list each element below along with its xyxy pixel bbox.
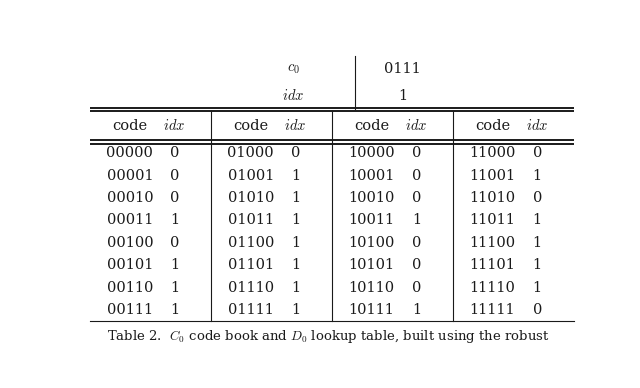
Text: 00000: 00000 — [106, 146, 153, 160]
Text: 00111: 00111 — [107, 303, 153, 317]
Text: 00011: 00011 — [107, 213, 153, 227]
Text: 0: 0 — [412, 146, 421, 160]
Text: 1: 1 — [532, 236, 542, 250]
Text: 00100: 00100 — [106, 236, 153, 250]
Text: 01101: 01101 — [228, 258, 274, 272]
Text: $idx$: $idx$ — [405, 118, 428, 133]
Text: 10100: 10100 — [348, 236, 395, 250]
Text: 1: 1 — [291, 191, 300, 205]
Text: 1: 1 — [291, 236, 300, 250]
Text: 0: 0 — [412, 168, 421, 182]
Text: 1: 1 — [532, 281, 542, 295]
Text: 00001: 00001 — [106, 168, 153, 182]
Text: 01011: 01011 — [228, 213, 274, 227]
Text: 11100: 11100 — [470, 236, 516, 250]
Text: 10001: 10001 — [348, 168, 395, 182]
Text: $idx$: $idx$ — [282, 88, 305, 103]
Text: 01001: 01001 — [228, 168, 274, 182]
Text: 10110: 10110 — [349, 281, 395, 295]
Text: 0: 0 — [412, 281, 421, 295]
Text: 01100: 01100 — [228, 236, 274, 250]
Text: code: code — [354, 119, 389, 133]
Text: 11000: 11000 — [469, 146, 516, 160]
Text: 11001: 11001 — [470, 168, 516, 182]
Text: 1: 1 — [291, 168, 300, 182]
Text: 1: 1 — [291, 281, 300, 295]
Text: 11011: 11011 — [470, 213, 515, 227]
Text: 1: 1 — [412, 303, 421, 317]
Text: 10101: 10101 — [349, 258, 395, 272]
Text: 1: 1 — [532, 258, 542, 272]
Text: 1: 1 — [291, 213, 300, 227]
Text: 10000: 10000 — [348, 146, 395, 160]
Text: 0: 0 — [170, 146, 179, 160]
Text: $idx$: $idx$ — [526, 118, 548, 133]
Text: 0: 0 — [170, 168, 179, 182]
Text: 1: 1 — [170, 258, 179, 272]
Text: 10010: 10010 — [348, 191, 395, 205]
Text: 00110: 00110 — [107, 281, 153, 295]
Text: 1: 1 — [170, 281, 179, 295]
Text: 0: 0 — [412, 258, 421, 272]
Text: 11111: 11111 — [470, 303, 515, 317]
Text: 1: 1 — [170, 303, 179, 317]
Text: Table 2.  $C_0$ code book and $D_0$ lookup table, built using the robust: Table 2. $C_0$ code book and $D_0$ looku… — [107, 328, 549, 345]
Text: 1: 1 — [532, 213, 542, 227]
Text: code: code — [233, 119, 268, 133]
Text: 1: 1 — [412, 213, 421, 227]
Text: 11110: 11110 — [470, 281, 515, 295]
Text: 01111: 01111 — [228, 303, 274, 317]
Text: $idx$: $idx$ — [163, 118, 186, 133]
Text: 0: 0 — [170, 236, 179, 250]
Text: 11101: 11101 — [470, 258, 515, 272]
Text: 0111: 0111 — [384, 62, 420, 76]
Text: 01000: 01000 — [227, 146, 274, 160]
Text: 01110: 01110 — [228, 281, 274, 295]
Text: 10111: 10111 — [349, 303, 394, 317]
Text: 1: 1 — [291, 303, 300, 317]
Text: 1: 1 — [170, 213, 179, 227]
Text: 0: 0 — [532, 303, 542, 317]
Text: 0: 0 — [412, 236, 421, 250]
Text: $c_0$: $c_0$ — [287, 62, 300, 76]
Text: 00101: 00101 — [107, 258, 153, 272]
Text: 1: 1 — [532, 168, 542, 182]
Text: 0: 0 — [532, 191, 542, 205]
Text: 10011: 10011 — [349, 213, 395, 227]
Text: 0: 0 — [170, 191, 179, 205]
Text: 1: 1 — [398, 89, 407, 103]
Text: 0: 0 — [532, 146, 542, 160]
Text: 1: 1 — [291, 258, 300, 272]
Text: 0: 0 — [291, 146, 300, 160]
Text: 01010: 01010 — [228, 191, 274, 205]
Text: 11010: 11010 — [470, 191, 516, 205]
Text: 0: 0 — [412, 191, 421, 205]
Text: $idx$: $idx$ — [284, 118, 307, 133]
Text: code: code — [112, 119, 147, 133]
Text: 00010: 00010 — [106, 191, 153, 205]
Text: code: code — [475, 119, 510, 133]
